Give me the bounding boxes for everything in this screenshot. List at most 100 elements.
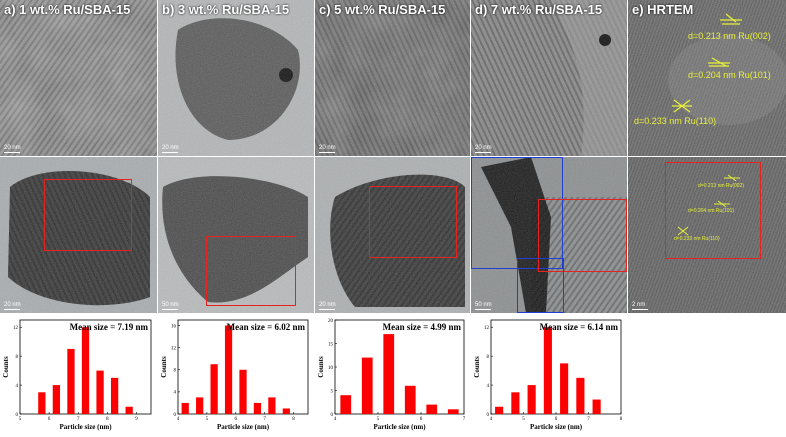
- x-tick-label: 5: [522, 417, 525, 422]
- tem-image-d-bottom: 50 nm: [471, 157, 627, 313]
- histogram-bar: [511, 392, 520, 414]
- y-tick-label: 10: [328, 366, 334, 371]
- selection-box-red: [44, 179, 132, 251]
- histogram-bar: [81, 327, 90, 414]
- histogram-bar: [224, 325, 233, 414]
- histogram-bar: [560, 363, 569, 414]
- y-tick-label: 8: [16, 355, 19, 360]
- hrtem-image-top: d=0.213 nm Ru(002) d=0.204 nm Ru(101) d=…: [628, 0, 786, 156]
- x-axis-label: Particle size (nm): [373, 423, 426, 431]
- y-tick-label: 0: [331, 413, 334, 418]
- histogram-bar: [543, 327, 552, 414]
- scale-bar: 20 nm: [319, 145, 336, 153]
- tem-image-a-top: 20 nm: [0, 0, 157, 156]
- lattice-annotation: d=0.204 nm Ru(101): [688, 208, 735, 214]
- histogram-bar: [38, 392, 46, 414]
- x-tick-label: 5: [206, 417, 209, 422]
- histogram-bar: [125, 406, 133, 414]
- histogram-bar: [181, 402, 189, 414]
- histogram-bar: [67, 348, 75, 414]
- y-tick-label: 20: [328, 319, 334, 324]
- y-tick-label: 4: [174, 391, 177, 396]
- lattice-annotation: d=0.213 nm Ru(002): [698, 183, 745, 189]
- x-tick-label: 8: [292, 417, 295, 422]
- panel-d: 20 nm 50 nm d) 7 wt.% Ru/SBA-15: [471, 0, 627, 313]
- histogram-bar: [527, 385, 536, 414]
- x-tick-label: 6: [555, 417, 558, 422]
- histogram-bar: [96, 370, 104, 414]
- histogram-bar: [340, 395, 352, 414]
- histogram-bar: [426, 404, 438, 414]
- x-tick-label: 6: [48, 417, 51, 422]
- histogram-bar: [210, 364, 218, 414]
- x-tick-label: 8: [620, 417, 623, 422]
- y-tick-label: 8: [174, 369, 177, 374]
- histogram-d: 4 5 6 7 8 0 4 8 12 Mean size = 6.14 nm Particle si…: [471, 314, 627, 432]
- chart-title: Mean size = 4.99 nm: [383, 322, 462, 332]
- selection-box-red: [206, 236, 296, 306]
- scale-bar: 2 nm: [632, 302, 648, 310]
- x-tick-label: 8: [106, 417, 109, 422]
- chart-title: Mean size = 6.02 nm: [227, 322, 306, 332]
- histogram-bar: [447, 409, 459, 414]
- scale-bar: 20 nm: [475, 145, 492, 153]
- x-tick-label: 4: [490, 417, 493, 422]
- y-tick-label: 0: [16, 413, 19, 418]
- tem-image-c-top: 20 nm: [315, 0, 470, 156]
- y-tick-label: 16: [171, 324, 177, 329]
- y-axis-label: Counts: [317, 356, 325, 378]
- histogram-bar: [196, 397, 204, 414]
- histogram-bar: [268, 397, 276, 414]
- x-tick-label: 7: [77, 417, 80, 422]
- y-tick-label: 4: [487, 384, 490, 389]
- chart-title: Mean size = 7.19 nm: [70, 322, 149, 332]
- y-tick-label: 12: [484, 326, 490, 331]
- chart-title: Mean size = 6.14 nm: [540, 322, 619, 332]
- histogram-bar: [576, 377, 585, 414]
- panel-label: b) 3 wt.% Ru/SBA-15: [162, 2, 290, 17]
- y-tick-label: 12: [13, 326, 19, 331]
- y-tick-label: 0: [487, 413, 490, 418]
- scale-bar: 20 nm: [319, 302, 336, 310]
- x-axis-label: Particle size (nm): [530, 423, 583, 431]
- selection-box-red: [369, 186, 457, 258]
- x-tick-label: 7: [263, 417, 266, 422]
- y-tick-label: 4: [16, 384, 19, 389]
- histogram-bar: [592, 399, 601, 414]
- histogram-bar: [495, 406, 504, 414]
- tem-image-d-top: 20 nm: [471, 0, 627, 156]
- y-tick-label: 8: [487, 355, 490, 360]
- y-tick-label: 0: [174, 413, 177, 418]
- histogram-bar: [110, 377, 119, 414]
- y-tick-label: 5: [331, 389, 334, 394]
- lattice-annotation: d=0.213 nm Ru(002): [688, 31, 771, 41]
- histogram-bar: [282, 408, 290, 414]
- selection-box-blue: [517, 258, 564, 313]
- selection-box-red: [665, 162, 761, 259]
- histogram-bar: [404, 385, 416, 414]
- plot-frame: [334, 319, 465, 415]
- x-tick-label: 4: [177, 417, 180, 422]
- panel-e: d=0.213 nm Ru(002) d=0.204 nm Ru(101) d=…: [628, 0, 786, 313]
- tem-image-b-bottom: 50 nm: [158, 157, 314, 313]
- panel-c: 20 nm 20 nm c) 5 wt.% Ru/SBA-15: [315, 0, 470, 313]
- lattice-annotation: d=0.233 nm Ru(110): [634, 116, 717, 126]
- panel-label: c) 5 wt.% Ru/SBA-15: [319, 2, 446, 17]
- scale-bar: 20 nm: [4, 302, 21, 310]
- histogram-b: 4 5 6 7 8 0 4 8 12 16 Mean size = 6.02 nm Particle …: [158, 314, 314, 432]
- plot-frame: [490, 319, 622, 415]
- scale-bar: 50 nm: [475, 302, 492, 310]
- x-tick-label: 6: [235, 417, 238, 422]
- x-tick-label: 7: [463, 417, 466, 422]
- scale-bar: 20 nm: [162, 145, 179, 153]
- x-tick-label: 9: [135, 417, 138, 422]
- y-axis-label: Counts: [2, 356, 10, 378]
- x-axis-label: Particle size (nm): [59, 423, 112, 431]
- tem-image-a-bottom: 20 nm: [0, 157, 157, 313]
- y-axis-label: Counts: [473, 356, 481, 378]
- tem-image-b-top: 20 nm: [158, 0, 314, 156]
- y-tick-label: 12: [171, 346, 177, 351]
- scale-bar: 50 nm: [162, 302, 179, 310]
- panel-label: d) 7 wt.% Ru/SBA-15: [475, 2, 603, 17]
- histogram-bar: [383, 334, 395, 414]
